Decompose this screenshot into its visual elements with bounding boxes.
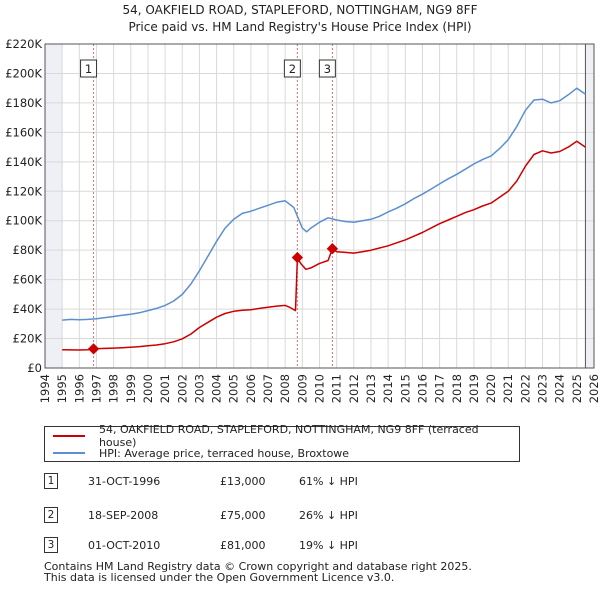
sale-hpi-diff: 26% ↓ HPI xyxy=(299,509,358,522)
x-tick-label: 2005 xyxy=(227,374,241,403)
x-tick-label: 2022 xyxy=(518,374,532,403)
x-tick-label: 2003 xyxy=(192,374,206,403)
legend-swatch-property xyxy=(53,435,85,437)
y-tick-label: £200K xyxy=(5,66,42,80)
legend-swatch-hpi xyxy=(53,452,85,454)
x-tick-label: 2017 xyxy=(433,374,447,403)
sale-date: 18-SEP-2008 xyxy=(88,509,159,522)
annotation-box xyxy=(80,59,98,78)
x-tick-label: 2007 xyxy=(261,374,275,403)
x-tick-label: 2001 xyxy=(158,374,172,403)
sale-date: 31-OCT-1996 xyxy=(88,475,161,488)
sale-row: 2 18-SEP-2008 £75,000 26% ↓ HPI xyxy=(44,507,444,525)
sale-number-badge: 1 xyxy=(44,473,58,489)
y-tick-label: £180K xyxy=(5,96,42,110)
sale-row: 3 01-OCT-2010 £81,000 19% ↓ HPI xyxy=(44,537,444,555)
y-tick-label: £60K xyxy=(13,273,43,287)
x-tick-label: 1999 xyxy=(124,374,138,403)
x-tick-label: 2012 xyxy=(347,374,361,403)
hpi-line xyxy=(62,87,586,321)
x-tick-label: 2014 xyxy=(381,374,395,403)
y-tick-label: £120K xyxy=(5,184,42,198)
y-tick-label: £80K xyxy=(13,243,43,257)
x-tick-label: 2019 xyxy=(467,374,481,403)
x-tick-label: 2006 xyxy=(244,374,258,403)
x-tick-label: 2000 xyxy=(141,374,155,403)
property-price-line xyxy=(62,140,586,351)
x-tick-label: 2021 xyxy=(501,374,515,403)
y-tick-label: £40K xyxy=(13,302,43,316)
sale-price: £81,000 xyxy=(220,539,266,552)
chart-title: 54, OAKFIELD ROAD, STAPLEFORD, NOTTINGHA… xyxy=(123,3,478,17)
x-tick-label: 2018 xyxy=(450,374,464,403)
sale-hpi-diff: 61% ↓ HPI xyxy=(299,475,358,488)
legend-item-hpi: HPI: Average price, terraced house, Brox… xyxy=(53,445,349,461)
x-tick-label: 2009 xyxy=(295,374,309,403)
x-tick-label: 1995 xyxy=(55,374,69,403)
y-tick-label: £160K xyxy=(5,125,42,139)
y-tick-label: £20K xyxy=(13,332,43,346)
legend-item-property: 54, OAKFIELD ROAD, STAPLEFORD, NOTTINGHA… xyxy=(53,423,519,449)
y-tick-label: £220K xyxy=(5,37,42,51)
footer-line-2: This data is licensed under the Open Gov… xyxy=(44,571,395,584)
legend-label-hpi: HPI: Average price, terraced house, Brox… xyxy=(99,446,350,460)
sale-date: 01-OCT-2010 xyxy=(88,539,161,552)
legend-label-property: 54, OAKFIELD ROAD, STAPLEFORD, NOTTINGHA… xyxy=(98,423,479,449)
sale-hpi-diff: 19% ↓ HPI xyxy=(299,539,358,552)
sale-price: £75,000 xyxy=(220,509,266,522)
legend: 54, OAKFIELD ROAD, STAPLEFORD, NOTTINGHA… xyxy=(44,423,520,462)
x-tick-label: 2026 xyxy=(587,374,600,403)
x-tick-label: 1997 xyxy=(89,374,103,403)
x-tick-label: 2015 xyxy=(398,374,412,403)
sale-number-badge: 3 xyxy=(44,537,58,553)
x-tick-label: 1998 xyxy=(107,374,121,403)
annotation-label: 3 xyxy=(324,62,331,76)
x-tick-label: 2011 xyxy=(330,374,344,403)
annotation-label: 1 xyxy=(85,62,92,76)
x-tick-label: 2013 xyxy=(364,374,378,403)
sale-row: 1 31-OCT-1996 £13,000 61% ↓ HPI xyxy=(44,473,444,491)
x-tick-label: 2010 xyxy=(313,374,327,403)
x-tick-label: 2020 xyxy=(484,374,498,403)
pre-data-shade xyxy=(45,44,63,368)
x-tick-label: 2004 xyxy=(210,374,224,403)
annotation-box xyxy=(318,59,336,78)
footer-line-1: Contains HM Land Registry data © Crown c… xyxy=(44,560,472,573)
x-tick-label: 1996 xyxy=(72,374,86,403)
chart-subtitle: Price paid vs. HM Land Registry's House … xyxy=(128,20,471,34)
x-tick-label: 2025 xyxy=(570,374,584,403)
x-tick-label: 2016 xyxy=(415,374,429,403)
y-tick-label: £0 xyxy=(27,361,42,375)
footer-attribution: Contains HM Land Registry data © Crown c… xyxy=(44,561,472,583)
sale-price: £13,000 xyxy=(220,475,266,488)
post-data-shade xyxy=(585,44,594,368)
plot-border xyxy=(44,43,595,369)
x-tick-label: 2008 xyxy=(278,374,292,403)
chart: 54, OAKFIELD ROAD, STAPLEFORD, NOTTINGHA… xyxy=(5,3,600,403)
annotation-box xyxy=(283,59,301,78)
x-tick-label: 2024 xyxy=(553,374,567,403)
y-tick-label: £140K xyxy=(5,155,42,169)
sale-point-marker xyxy=(326,243,339,255)
sale-number-badge: 2 xyxy=(44,507,58,523)
x-tick-label: 2002 xyxy=(175,374,189,403)
annotation-label: 2 xyxy=(289,62,296,76)
y-tick-label: £100K xyxy=(5,214,42,228)
x-tick-label: 1994 xyxy=(38,374,52,403)
x-tick-label: 2023 xyxy=(536,374,550,403)
